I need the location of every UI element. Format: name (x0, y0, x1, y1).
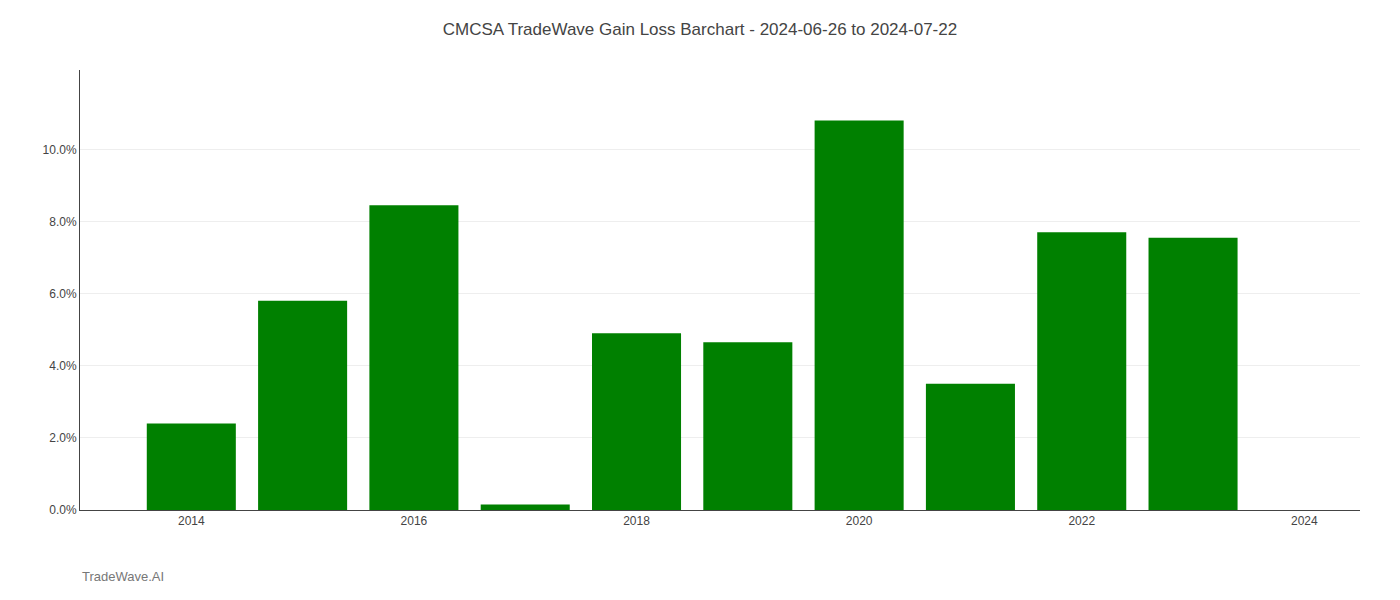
svg-text:4.0%: 4.0% (49, 359, 77, 373)
svg-text:2014: 2014 (178, 514, 205, 528)
svg-text:CMCSA TradeWave Gain Loss Barc: CMCSA TradeWave Gain Loss Barchart - 202… (443, 20, 957, 39)
svg-text:2018: 2018 (623, 514, 650, 528)
svg-text:10.0%: 10.0% (43, 143, 77, 157)
svg-text:2016: 2016 (401, 514, 428, 528)
svg-text:2022: 2022 (1068, 514, 1095, 528)
svg-text:2020: 2020 (846, 514, 873, 528)
svg-text:8.0%: 8.0% (49, 215, 77, 229)
svg-text:0.0%: 0.0% (49, 503, 77, 517)
svg-text:6.0%: 6.0% (49, 287, 77, 301)
svg-text:2.0%: 2.0% (49, 431, 77, 445)
svg-text:TradeWave.AI: TradeWave.AI (82, 569, 164, 584)
svg-text:2024: 2024 (1291, 514, 1318, 528)
